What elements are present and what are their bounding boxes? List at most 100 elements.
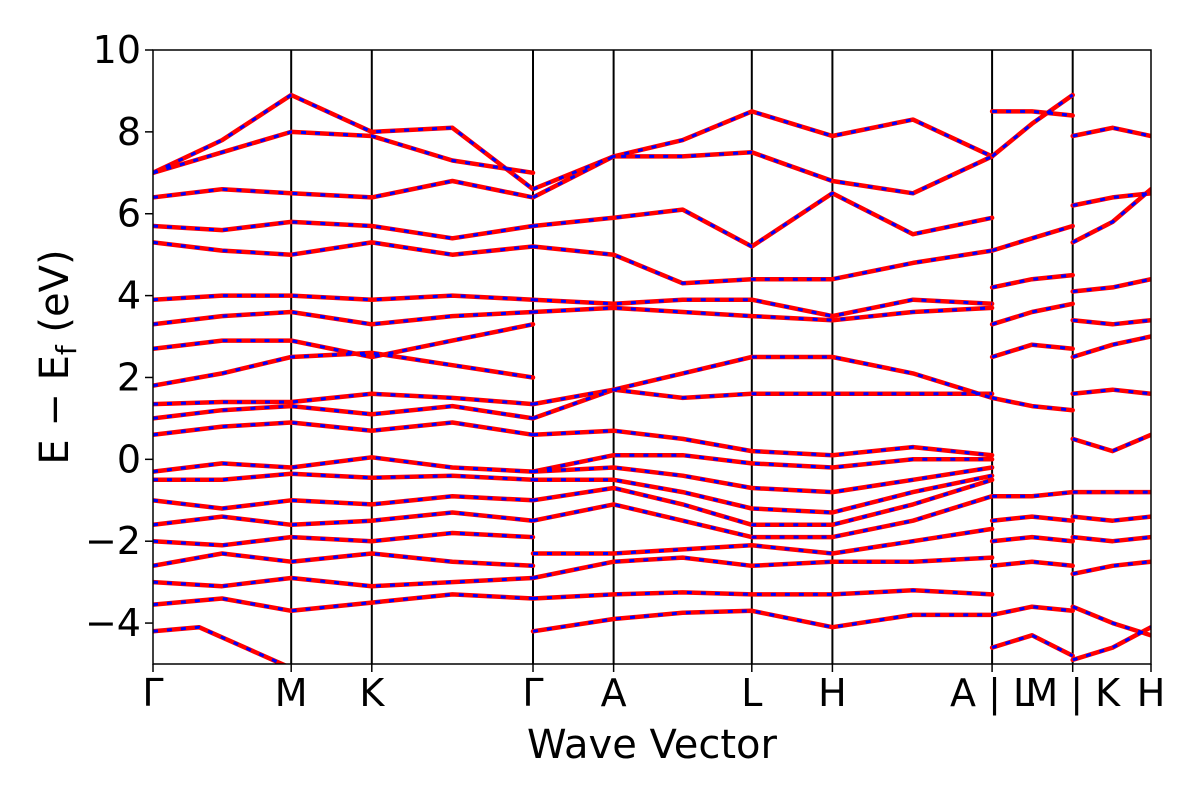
y-tick-label-3: 2 — [117, 355, 141, 399]
x-tick-label-4: A — [601, 671, 627, 715]
y-axis-title-main: E − E — [32, 355, 78, 465]
x-tick-label-9: H — [1137, 671, 1166, 715]
band-line-s0-40 — [989, 604, 1075, 618]
band-line-s0-12 — [153, 350, 536, 388]
x-axis: Γ M K Γ A L H A | LM | K H — [142, 664, 1165, 716]
band-line-s0-65 — [1070, 125, 1151, 139]
band-line-s0-32 — [530, 354, 995, 407]
band-line-s0-41 — [989, 559, 1075, 569]
band-line-s1-29 — [532, 453, 993, 474]
y-tick-label-2: 0 — [117, 437, 141, 481]
band-line-s1-3 — [153, 552, 534, 568]
band-line-s1-25 — [532, 494, 993, 539]
band-line-s0-21 — [530, 608, 995, 634]
band-line-s0-42 — [989, 534, 1075, 544]
band-line-s1-17 — [153, 220, 534, 240]
band-line-s1-24 — [533, 527, 993, 555]
x-axis-title: Wave Vector — [527, 722, 778, 768]
band-line-s0-45 — [989, 395, 1075, 413]
band-line-s1-10 — [153, 404, 534, 420]
band-line-s1-9 — [153, 421, 534, 437]
band-line-s1-33 — [532, 306, 993, 322]
band-line-s1-15 — [153, 294, 534, 302]
y-tick-label-5: 6 — [117, 192, 141, 236]
band-line-s1-35 — [532, 245, 993, 285]
band-line-s1-50 — [991, 93, 1074, 158]
band-line-s0-27 — [530, 473, 995, 515]
x-tick-label-8: M | K — [1025, 671, 1121, 716]
band-line-s1-52 — [1072, 625, 1151, 662]
band-line-s0-30 — [530, 428, 995, 458]
y-axis-title: E − Ef (eV) — [32, 249, 83, 464]
band-line-s1-12 — [153, 351, 534, 388]
bands — [153, 92, 1151, 664]
x-tick-label-1: M — [275, 671, 308, 715]
band-line-s0-58 — [1070, 432, 1151, 454]
band-line-s1-22 — [532, 588, 993, 600]
band-line-s1-0 — [153, 625, 286, 664]
x-tick-label-5: L — [741, 671, 762, 715]
band-line-s0-59 — [1070, 387, 1151, 397]
band-line-s1-16 — [153, 240, 534, 257]
band-line-s1-26 — [532, 478, 993, 527]
band-line-s0-20 — [153, 92, 536, 192]
band-line-s1-38 — [532, 109, 993, 191]
band-line-s1-2 — [153, 576, 534, 588]
band-line-s1-19 — [153, 130, 534, 175]
band-line-s0-44 — [989, 489, 1075, 499]
y-axis-title-unit: (eV) — [32, 249, 78, 345]
band-line-s0-33 — [530, 305, 995, 323]
band-line-s1-7 — [153, 472, 534, 482]
band-line-s1-39 — [991, 633, 1074, 658]
band-line-s1-30 — [532, 429, 993, 457]
band-line-s1-5 — [153, 511, 534, 527]
band-line-s1-6 — [153, 494, 534, 510]
band-line-s0-46 — [989, 342, 1075, 360]
band-line-s1-36 — [532, 191, 993, 248]
band-line-s1-8 — [153, 455, 534, 474]
band-line-s1-18 — [153, 179, 534, 199]
band-line-s1-32 — [532, 355, 993, 406]
y-axis-title-subscript: f — [50, 344, 83, 355]
x-tick-label-0: Γ — [142, 671, 163, 715]
band-line-s0-54 — [1070, 559, 1151, 577]
band-line-s1-37 — [532, 150, 993, 199]
band-line-s1-49 — [991, 224, 1074, 253]
band-line-s0-55 — [1070, 534, 1151, 544]
band-line-s0-35 — [530, 244, 995, 286]
band-line-s0-19 — [153, 129, 536, 176]
band-line-s0-39 — [989, 633, 1075, 659]
y-tick-label-7: 10 — [93, 28, 141, 72]
band-line-s1-1 — [153, 592, 534, 613]
x-tick-label-6: H — [818, 671, 847, 715]
band-line-s1-31 — [532, 388, 993, 420]
plot-frame — [152, 49, 1152, 665]
band-line-s1-4 — [153, 531, 534, 547]
band-line-s0-22 — [530, 588, 995, 601]
x-tick-label-2: K — [359, 671, 385, 715]
band-line-s0-51 — [989, 109, 1075, 118]
x-tick-label-3: Γ — [522, 671, 543, 715]
y-tick-label-6: 8 — [117, 110, 141, 154]
band-line-s1-23 — [532, 556, 993, 580]
y-axis: −4 −2 0 2 4 6 8 10 — [85, 28, 153, 645]
band-line-s0-34 — [530, 297, 995, 319]
band-line-s0-56 — [1070, 514, 1151, 523]
band-line-s1-53 — [1072, 605, 1151, 637]
y-tick-label-4: 4 — [117, 274, 141, 318]
band-line-s0-60 — [1070, 334, 1151, 360]
band-line-s1-13 — [153, 322, 534, 359]
band-line-s1-14 — [153, 310, 534, 326]
band-line-s0-64 — [1070, 191, 1151, 208]
band-line-s0-47 — [989, 301, 1075, 327]
band-line-s1-20 — [153, 93, 534, 191]
band-line-s1-63 — [1072, 188, 1151, 244]
x-tick-label-7: A | L — [950, 671, 1034, 716]
band-line-s0-43 — [989, 514, 1075, 523]
y-tick-label-0: −4 — [85, 601, 141, 645]
band-line-s0-0 — [153, 624, 288, 664]
band-line-s0-48 — [989, 272, 1075, 290]
band-line-s1-11 — [153, 392, 534, 406]
y-tick-label-1: −2 — [85, 519, 141, 563]
band-line-s0-61 — [1070, 317, 1151, 327]
